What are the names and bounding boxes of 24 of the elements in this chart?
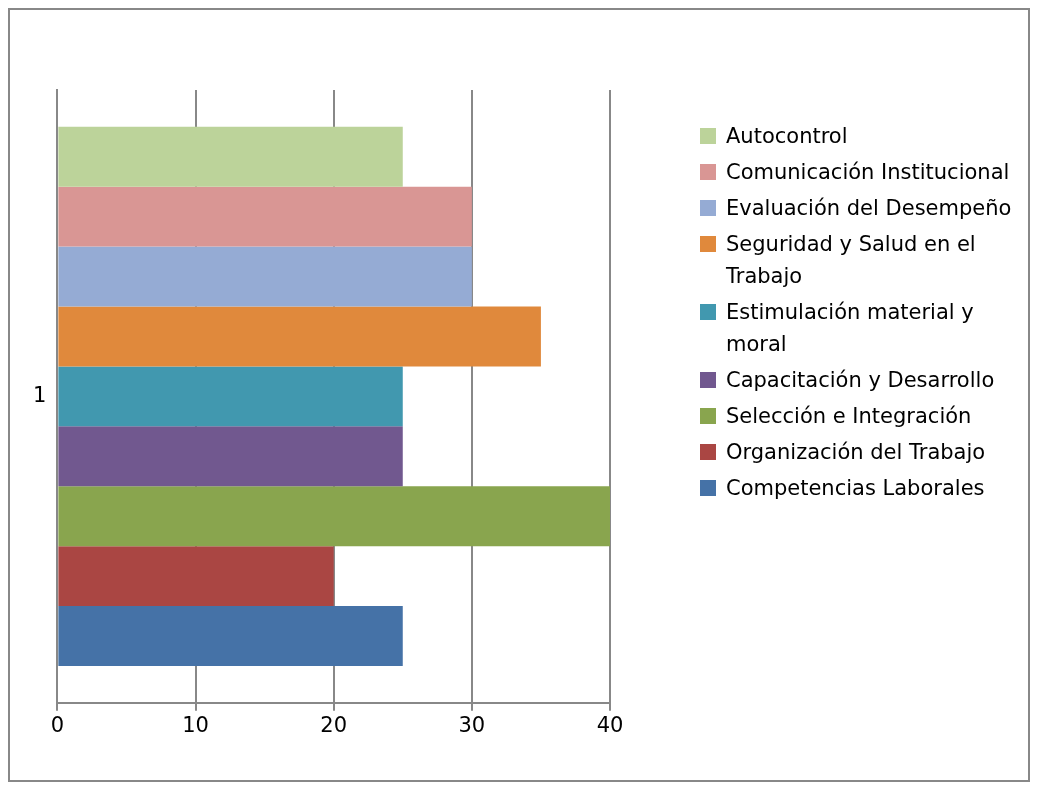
legend-label: Competencias Laborales [725,475,986,502]
legend-label: Capacitación y Desarrollo [725,367,996,394]
x-tick-label: 40 [596,712,624,737]
x-tick-label: 30 [458,712,486,737]
bar [58,246,472,307]
bar [58,126,403,187]
x-tick-label: 20 [320,712,348,737]
legend-label: Organización del Trabajo [725,439,987,466]
legend-label: Selección e Integración [725,403,973,430]
legend-label: Evaluación del Desempeño [725,195,1013,222]
bar [58,306,541,367]
x-tick-label: 0 [50,712,65,737]
bar [58,186,472,247]
bar [58,546,334,607]
bar [58,606,403,667]
legend-label: Comunicación Institucional [725,159,1011,186]
x-tick-label: 10 [182,712,209,737]
bar [58,426,403,487]
bar [58,366,403,427]
legend-label: Estimulación material y moral [725,299,975,358]
y-tick-label: 1 [32,382,47,407]
bar [58,486,610,547]
legend-label: Seguridad y Salud en el Trabajo [725,231,977,290]
legend-label: Autocontrol [725,123,849,150]
